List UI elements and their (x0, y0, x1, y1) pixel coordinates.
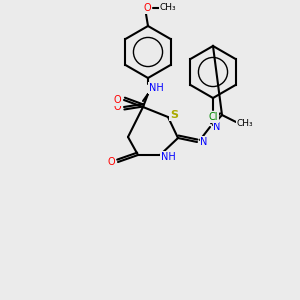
Text: O: O (113, 102, 121, 112)
Text: CH₃: CH₃ (237, 118, 253, 127)
Text: NH: NH (148, 83, 164, 93)
Text: Cl: Cl (208, 112, 218, 122)
Text: N: N (200, 137, 208, 147)
Text: N: N (213, 122, 221, 132)
Text: O: O (143, 3, 151, 13)
Text: O: O (107, 157, 115, 167)
Text: O: O (113, 95, 121, 105)
Text: S: S (170, 110, 178, 120)
Text: NH: NH (160, 152, 175, 162)
Text: CH₃: CH₃ (160, 4, 176, 13)
